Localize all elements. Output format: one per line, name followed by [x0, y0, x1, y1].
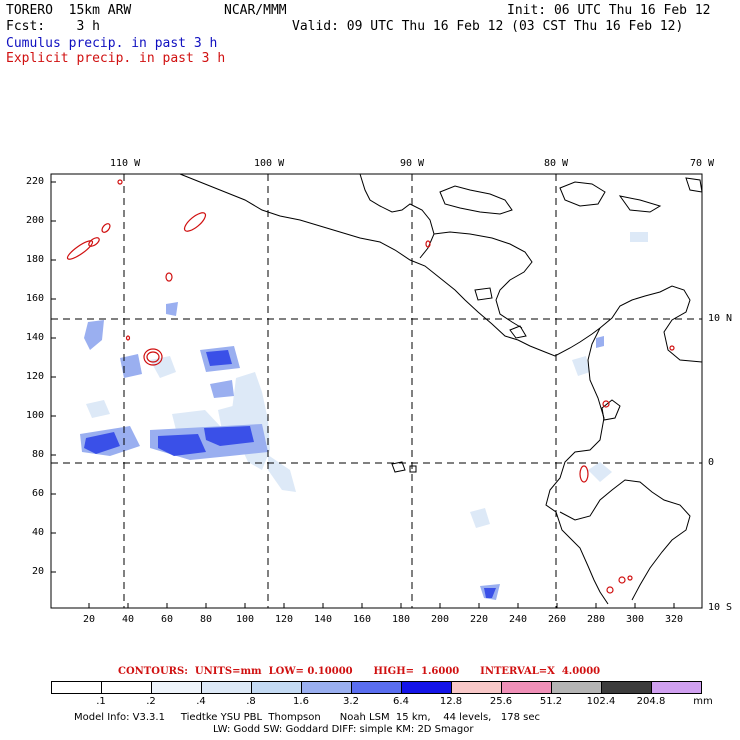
y-tick-label: 120 — [26, 371, 45, 382]
colorbar-label: 51.2 — [539, 696, 563, 707]
precip-light — [86, 232, 648, 528]
x-tick-label: 280 — [587, 614, 606, 625]
colorbar-label: 6.4 — [393, 696, 409, 707]
x-tick-label: 220 — [470, 614, 489, 625]
coastlines — [179, 174, 702, 605]
model-info: Model Info: V3.3.1 Tiedtke YSU PBL Thomp… — [74, 712, 540, 723]
lon-label-100w: 100 W — [254, 158, 285, 169]
colorbar-swatch — [252, 682, 302, 693]
colorbar-label: 1.6 — [293, 696, 309, 707]
y-tick-label: 180 — [26, 254, 45, 265]
tick-marks — [51, 181, 675, 608]
colorbar-swatch — [652, 682, 701, 693]
x-tick-label: 20 — [83, 614, 96, 625]
colorbar-swatch — [152, 682, 202, 693]
x-tick-label: 80 — [200, 614, 213, 625]
colorbar-swatch — [102, 682, 152, 693]
colorbar-label: 204.8 — [636, 696, 666, 707]
colorbar-label: .4 — [196, 696, 206, 707]
y-tick-label: 60 — [32, 488, 45, 499]
lat-label-10n: 10 N — [708, 313, 733, 324]
colorbar-label: .2 — [146, 696, 156, 707]
x-tick-label: 320 — [665, 614, 684, 625]
colorbar-label: .1 — [96, 696, 106, 707]
colorbar-label: 3.2 — [343, 696, 359, 707]
y-tick-label: 160 — [26, 293, 45, 304]
color-bar — [51, 681, 702, 694]
colorbar-label: 102.4 — [586, 696, 616, 707]
cumulus-label: Cumulus precip. in past 3 h — [6, 36, 218, 51]
x-tick-label: 100 — [236, 614, 255, 625]
x-tick-label: 260 — [548, 614, 567, 625]
y-tick-label: 220 — [26, 176, 45, 187]
y-tick-label: 200 — [26, 215, 45, 226]
x-tick-label: 300 — [626, 614, 645, 625]
colorbar-swatch — [52, 682, 102, 693]
lat-label-0: 0 — [708, 457, 715, 468]
colorbar-swatch — [452, 682, 502, 693]
y-tick-label: 40 — [32, 527, 45, 538]
init-time: Init: 06 UTC Thu 16 Feb 12 — [507, 3, 711, 18]
colorbar-swatch — [352, 682, 402, 693]
x-tick-label: 160 — [353, 614, 372, 625]
y-tick-label: 100 — [26, 410, 45, 421]
colorbar-label: 25.6 — [489, 696, 513, 707]
colorbar-swatch — [302, 682, 352, 693]
precip-heavy — [84, 350, 496, 598]
y-tick-label: 140 — [26, 332, 45, 343]
valid-time: Valid: 09 UTC Thu 16 Feb 12 (03 CST Thu … — [292, 19, 684, 34]
x-tick-label: 60 — [161, 614, 174, 625]
colorbar-swatch — [202, 682, 252, 693]
lon-label-70w: 70 W — [690, 158, 715, 169]
explicit-contours — [66, 179, 675, 594]
x-tick-label: 200 — [431, 614, 450, 625]
lon-label-90w: 90 W — [400, 158, 425, 169]
colorbar-label: 12.8 — [439, 696, 463, 707]
colorbar-swatch — [552, 682, 602, 693]
colorbar-swatch — [402, 682, 452, 693]
y-tick-label: 80 — [32, 449, 45, 460]
explicit-label: Explicit precip. in past 3 h — [6, 51, 226, 66]
precip-medium — [80, 302, 604, 600]
physics-info: LW: Godd SW: Goddard DIFF: simple KM: 2D… — [213, 724, 474, 735]
colorbar-swatch — [502, 682, 552, 693]
lon-label-80w: 80 W — [544, 158, 569, 169]
map-frame — [50, 173, 703, 609]
x-tick-label: 180 — [392, 614, 411, 625]
contours-info: CONTOURS: UNITS=mm LOW= 0.10000 HIGH= 1.… — [118, 666, 601, 677]
colorbar-label: .8 — [246, 696, 256, 707]
y-tick-label: 20 — [32, 566, 45, 577]
model-name: TORERO 15km ARW — [6, 3, 132, 18]
organization: NCAR/MMM — [224, 3, 287, 18]
x-tick-label: 240 — [509, 614, 528, 625]
grid-lines — [51, 174, 702, 608]
lat-label-10s: 10 S — [708, 602, 733, 613]
lon-label-110w: 110 W — [110, 158, 141, 169]
x-tick-label: 120 — [275, 614, 294, 625]
x-tick-label: 140 — [314, 614, 333, 625]
colorbar-unit: mm — [693, 696, 713, 707]
colorbar-swatch — [602, 682, 652, 693]
x-tick-label: 40 — [122, 614, 135, 625]
forecast-hour: Fcst: 3 h — [6, 19, 100, 34]
